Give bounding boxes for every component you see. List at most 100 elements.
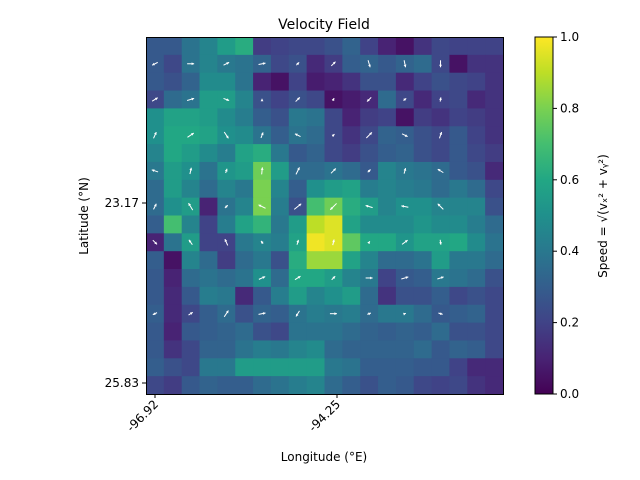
- heatmap-cell: [431, 179, 451, 199]
- chart-title: Velocity Field: [278, 17, 370, 33]
- heatmap-cell: [378, 179, 397, 199]
- heatmap-cell: [270, 376, 290, 395]
- heatmap-cell: [288, 251, 308, 270]
- heatmap-cell: [270, 215, 290, 234]
- heatmap-cell: [235, 161, 254, 181]
- heatmap-cell: [270, 126, 290, 145]
- heatmap-cell: [181, 358, 201, 377]
- heatmap-cell: [253, 286, 272, 306]
- heatmap-cell: [449, 179, 468, 199]
- heatmap-cell: [395, 286, 415, 306]
- heatmap-cell: [199, 269, 218, 288]
- heatmap-cell: [270, 233, 290, 252]
- velocity-arrow: [295, 310, 300, 317]
- heatmap-cell: [324, 358, 343, 377]
- heatmap-cell: [413, 376, 433, 395]
- heatmap-cell: [467, 251, 486, 270]
- colorbar-tick-label: 0.2: [560, 316, 579, 330]
- heatmap-cell: [253, 215, 272, 234]
- heatmap-cell: [235, 90, 254, 109]
- heatmap-cell: [378, 286, 397, 306]
- heatmap-cell: [270, 358, 290, 377]
- heatmap-cell: [413, 286, 433, 306]
- heatmap-cell: [342, 322, 361, 342]
- heatmap-cell: [324, 108, 343, 127]
- heatmap-cell: [360, 72, 379, 92]
- heatmap-cell: [217, 358, 236, 377]
- heatmap-cell: [306, 340, 326, 359]
- heatmap-cell: [146, 108, 165, 127]
- heatmap-cell: [253, 322, 272, 342]
- velocity-arrow: [403, 167, 407, 174]
- heatmap-cell: [199, 376, 218, 395]
- heatmap-cell: [449, 197, 468, 217]
- velocity-arrow: [296, 239, 300, 245]
- heatmap-cell: [235, 304, 254, 324]
- heatmap-cell: [181, 215, 201, 234]
- heatmap-cell: [342, 233, 361, 252]
- heatmap-cell: [163, 54, 183, 74]
- velocity-arrow: [438, 312, 443, 315]
- heatmap-cell: [306, 179, 326, 199]
- heatmap-cell: [449, 251, 468, 270]
- heatmap-cell: [467, 340, 486, 359]
- heatmap-cell: [395, 251, 415, 270]
- heatmap-cell: [467, 358, 486, 377]
- velocity-arrow: [223, 131, 229, 139]
- heatmap-cell: [217, 376, 236, 395]
- heatmap-cell: [163, 376, 183, 395]
- heatmap-cell: [199, 215, 218, 234]
- heatmap-cell: [431, 215, 451, 234]
- heatmap-cell: [146, 251, 165, 270]
- heatmap-cell: [342, 161, 361, 181]
- heatmap-cell: [270, 286, 290, 306]
- velocity-arrow: [330, 168, 337, 174]
- heatmap-cell: [306, 215, 326, 234]
- heatmap-cell: [181, 37, 201, 56]
- heatmap-cell: [413, 90, 433, 109]
- heatmap-cell: [378, 340, 397, 359]
- velocity-arrow: [401, 276, 409, 280]
- heatmap-cell: [199, 197, 218, 217]
- heatmap-cell: [270, 179, 290, 199]
- heatmap-cell: [485, 126, 504, 145]
- colorbar: [534, 36, 554, 395]
- heatmap-cell: [467, 197, 486, 217]
- heatmap-cell: [342, 304, 361, 324]
- heatmap-cell: [253, 179, 272, 199]
- velocity-arrow: [437, 168, 444, 174]
- heatmap-cell: [431, 108, 451, 127]
- velocity-arrow: [188, 202, 194, 211]
- heatmap-cell: [217, 37, 236, 56]
- heatmap-cell: [146, 72, 165, 92]
- plot-frame: [146, 37, 504, 395]
- heatmap-cell: [146, 340, 165, 359]
- heatmap-cell: [449, 144, 468, 163]
- heatmap-cell: [235, 340, 254, 359]
- heatmap-cell: [342, 90, 361, 109]
- heatmap-cell: [306, 126, 326, 145]
- heatmap-cell: [378, 304, 397, 324]
- heatmap-cell: [378, 144, 397, 163]
- heatmap-cell: [288, 37, 308, 56]
- heatmap-cell: [163, 251, 183, 270]
- velocity-arrow: [258, 204, 266, 209]
- heatmap-cell: [235, 144, 254, 163]
- heatmap-cell: [485, 376, 504, 395]
- x-tick-label: -94.25: [306, 397, 343, 434]
- heatmap-cell: [342, 358, 361, 377]
- heatmap-cell: [146, 215, 165, 234]
- heatmap-cell: [146, 376, 165, 395]
- heatmap-cell: [163, 37, 183, 56]
- heatmap-cell: [413, 251, 433, 270]
- heatmap-cell: [413, 161, 433, 181]
- velocity-arrow: [365, 276, 373, 280]
- heatmap-cell: [360, 37, 379, 56]
- heatmap-cell: [413, 358, 433, 377]
- heatmap-cell: [253, 144, 272, 163]
- velocity-arrow: [439, 239, 442, 245]
- heatmap-cell: [235, 358, 254, 377]
- heatmap-cell: [449, 108, 468, 127]
- velocity-arrow: [332, 239, 335, 246]
- heatmap-cell: [485, 72, 504, 92]
